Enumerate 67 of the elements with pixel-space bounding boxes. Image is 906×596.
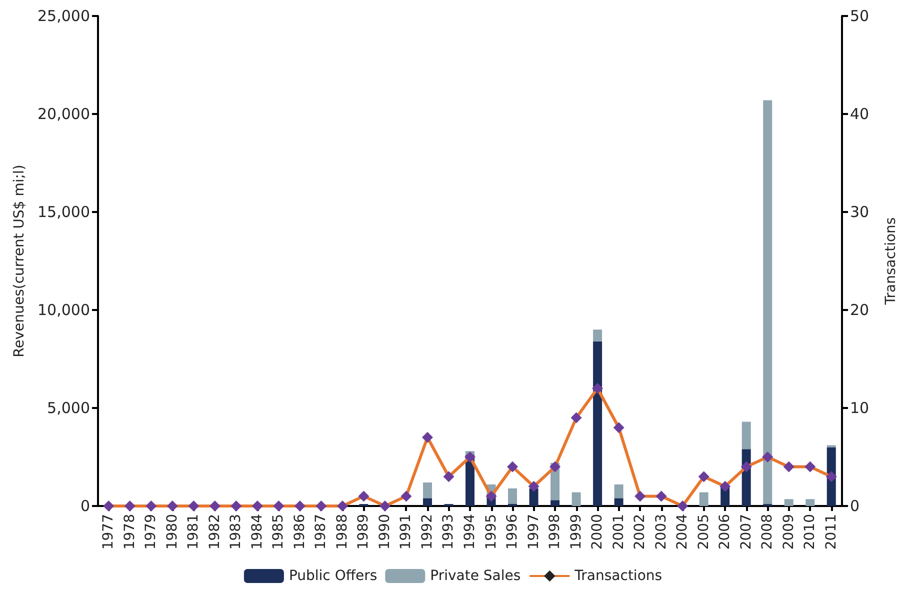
bar <box>422 498 432 506</box>
x-tick-label: 1997 <box>526 514 542 550</box>
bar <box>593 341 602 506</box>
x-tick-label: 2011 <box>823 514 840 550</box>
x-tick-label: 1986 <box>292 514 308 550</box>
x-tick-label: 1979 <box>143 514 160 550</box>
legend-label: Public Offers <box>288 568 378 584</box>
x-tick-label: 1987 <box>313 514 330 550</box>
bar <box>742 422 751 450</box>
legend-label: Transactions <box>574 568 662 584</box>
y2-tick-label: 50 <box>850 7 870 25</box>
y-tick-label: 0 <box>80 497 90 515</box>
y2-tick-label: 30 <box>850 203 870 221</box>
x-tick-label: 1998 <box>547 514 564 550</box>
bar <box>529 488 538 506</box>
x-tick-label: 1989 <box>356 514 372 550</box>
bar <box>699 492 708 506</box>
x-tick-label: 1983 <box>228 514 244 550</box>
bar <box>614 484 624 498</box>
x-tick-label: 1978 <box>122 514 138 550</box>
legend-label: Private Sales <box>430 568 521 584</box>
x-tick-label: 1977 <box>100 514 117 550</box>
bar <box>593 330 602 342</box>
x-tick-label: 2001 <box>610 514 627 550</box>
x-tick-label: 2009 <box>780 514 797 550</box>
x-tick-label: 1993 <box>440 514 457 550</box>
x-tick-label: 2005 <box>696 514 712 550</box>
y2-axis-title: Transactions <box>883 217 899 306</box>
bar <box>806 499 815 506</box>
bar <box>763 100 772 504</box>
y-tick-label: 25,000 <box>38 7 90 25</box>
x-tick-label: 1996 <box>504 514 521 550</box>
x-tick-label: 1981 <box>186 514 202 550</box>
x-tick-label: 1999 <box>568 514 584 550</box>
bar <box>550 500 560 506</box>
bar <box>784 499 794 506</box>
x-tick-label: 2004 <box>674 514 691 550</box>
x-tick-label: 2008 <box>760 514 776 550</box>
y2-tick-label: 10 <box>850 399 870 417</box>
x-tick-label: 2002 <box>632 514 648 550</box>
bar <box>572 492 581 506</box>
bar <box>508 488 518 504</box>
x-tick-label: 2006 <box>717 514 734 550</box>
y2-tick-label: 0 <box>850 497 860 515</box>
x-tick-label: 2000 <box>590 514 606 550</box>
y-tick-label: 15,000 <box>38 203 90 221</box>
bar <box>422 482 432 498</box>
x-tick-label: 1992 <box>419 514 436 550</box>
bar <box>614 498 624 506</box>
x-tick-label: 1982 <box>206 514 223 550</box>
x-tick-label: 2010 <box>802 514 818 550</box>
x-tick-label: 1980 <box>164 514 180 550</box>
y2-tick-label: 20 <box>850 301 870 319</box>
y-tick-label: 20,000 <box>38 105 90 123</box>
x-tick-label: 1985 <box>270 514 287 550</box>
x-tick-label: 1994 <box>462 514 478 550</box>
x-tick-label: 1991 <box>398 514 414 550</box>
x-tick-label: 1990 <box>376 514 393 550</box>
y2-tick-label: 40 <box>850 105 870 123</box>
x-tick-label: 2007 <box>738 514 754 550</box>
y-axis-title: Revenues(current US$ mi;l) <box>12 164 28 358</box>
x-tick-label: 1984 <box>249 514 266 550</box>
x-tick-label: 1995 <box>483 514 500 550</box>
y-tick-label: 10,000 <box>38 301 90 319</box>
x-tick-label: 2003 <box>653 514 670 550</box>
x-tick-label: 1988 <box>334 514 350 550</box>
y-tick-label: 5,000 <box>47 399 90 417</box>
